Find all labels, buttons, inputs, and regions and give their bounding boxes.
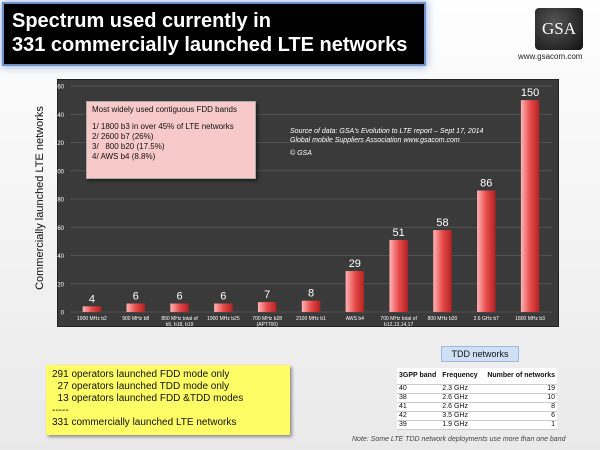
bar <box>433 230 452 312</box>
tdd-table: 3GPP band Frequency Number of networks 4… <box>397 368 557 430</box>
gsa-logo: GSA <box>535 8 583 50</box>
y-tick-label: 20 <box>57 282 64 288</box>
infobox-heading: Most widely used contiguous FDD bands <box>92 105 237 114</box>
tdd-footnote: Note: Some LTE TDD network deployments u… <box>352 436 566 443</box>
data-label: 58 <box>436 217 448 229</box>
x-tick-label: b5, b18, b19 <box>166 322 194 328</box>
tdd-frequency: 2.6 GHz <box>440 402 482 412</box>
table-row: 40 2.3 GHz 19 <box>397 384 557 394</box>
data-label: 7 <box>264 289 270 301</box>
tdd-band: 39 <box>397 420 441 430</box>
tdd-count: 19 <box>481 384 557 394</box>
x-tick-label: 1800 MHz b3 <box>515 316 545 322</box>
bar <box>82 306 102 312</box>
source-line-1: Source of data: GSA's Evolution to LTE r… <box>290 128 484 135</box>
bar <box>345 271 365 312</box>
data-label: 29 <box>349 258 361 270</box>
table-row: 42 3.5 GHz 6 <box>397 411 557 421</box>
infobox-item: 2/ 2600 b7 (26%) <box>92 132 154 141</box>
tdd-header-band: 3GPP band <box>397 368 441 385</box>
x-tick-label: b12,13,14,17 <box>384 322 413 328</box>
x-tick-label: (APT700) <box>256 322 278 328</box>
tdd-band: 40 <box>397 384 441 394</box>
data-label: 150 <box>521 87 539 99</box>
summary-line: 13 operators launched FDD &TDD modes <box>52 393 244 404</box>
tdd-count: 10 <box>481 393 557 403</box>
bar <box>214 303 233 312</box>
y-tick-label: 0 <box>61 311 65 317</box>
table-row: 39 1.9 GHz 1 <box>397 420 557 430</box>
x-tick-label: 700 MHz b28 <box>252 316 282 322</box>
summary-line: ----- <box>52 405 69 416</box>
bar <box>520 100 540 312</box>
x-tick-label: 900 MHz b8 <box>122 316 149 322</box>
source-note: Source of data: GSA's Evolution to LTE r… <box>290 127 483 158</box>
summary-line: 291 operators launched FDD mode only <box>52 369 230 380</box>
data-label: 6 <box>176 291 182 303</box>
bar-chart: 0 20 40 60 80 100 120 140 160 4 1900 MHz b2 6 900 MH… <box>54 85 552 328</box>
tdd-networks-title: TDD networks <box>441 346 519 362</box>
y-tick-label: 160 <box>54 85 65 91</box>
tdd-count: 8 <box>481 402 557 412</box>
x-tick-label: 700 MHz total of <box>380 316 417 322</box>
y-tick-label: 60 <box>57 226 64 232</box>
infobox-item: 1/ 1800 b3 in over 45% of LTE networks <box>92 122 234 131</box>
x-tick-label: 1900 MHz b2 <box>77 316 107 322</box>
bar <box>301 300 321 312</box>
fdd-bands-infobox: Most widely used contiguous FDD bands 1/… <box>86 101 256 179</box>
x-tick-label: 800 MHz b20 <box>428 316 458 322</box>
y-tick-label: 140 <box>54 113 65 119</box>
data-label: 6 <box>220 291 226 303</box>
data-label: 86 <box>480 178 492 190</box>
tdd-band: 41 <box>397 402 441 412</box>
x-tick-label: 2.6 GHz b7 <box>474 316 500 322</box>
data-label: 4 <box>89 293 95 305</box>
title-box: Spectrum used currently in 331 commercia… <box>4 4 424 64</box>
bar <box>126 303 145 312</box>
tdd-header-frequency: Frequency <box>440 368 482 385</box>
operator-summary-box: 291 operators launched FDD mode only 27 … <box>46 365 290 435</box>
table-row: 38 2.6 GHz 10 <box>397 393 557 403</box>
y-tick-label: 120 <box>54 141 65 147</box>
source-line-2: Global mobile Suppliers Association www.… <box>290 137 460 144</box>
summary-line: 27 operators launched TDD mode only <box>52 381 230 392</box>
bar <box>389 239 408 312</box>
tdd-count: 1 <box>481 420 557 430</box>
bar <box>170 303 189 312</box>
tdd-frequency: 3.5 GHz <box>440 411 482 421</box>
tdd-count: 6 <box>481 411 557 421</box>
data-label: 8 <box>308 288 314 300</box>
tdd-frequency: 2.3 GHz <box>440 384 482 394</box>
y-tick-label: 40 <box>57 254 64 260</box>
tdd-header-count: Number of networks <box>481 368 557 385</box>
infobox-item: 4/ AWS b4 (8.8%) <box>92 152 156 161</box>
x-tick-label: AWS b4 <box>346 316 364 322</box>
tdd-header-row: 3GPP band Frequency Number of networks <box>397 368 557 385</box>
website-link[interactable]: www.gsacom.com <box>518 52 583 61</box>
bar <box>257 302 277 312</box>
copyright: © GSA <box>290 150 312 157</box>
tdd-band: 38 <box>397 393 441 403</box>
title-line-2: 331 commercially launched LTE networks <box>12 34 408 56</box>
table-row: 41 2.6 GHz 8 <box>397 402 557 412</box>
y-tick-label: 100 <box>54 169 65 175</box>
tdd-frequency: 2.6 GHz <box>440 393 482 403</box>
infobox-item: 3/ 800 b20 (17.5%) <box>92 142 165 151</box>
x-tick-label: 1900 MHz b25 <box>207 316 240 322</box>
data-label: 51 <box>393 227 405 239</box>
title-line-1: Spectrum used currently in <box>12 10 271 32</box>
tdd-band: 42 <box>397 411 441 421</box>
x-tick-label: 850 MHz total of <box>161 316 198 322</box>
y-tick-label: 80 <box>57 198 64 204</box>
data-label: 6 <box>133 291 139 303</box>
summary-line: 331 commercially launched LTE networks <box>52 417 237 428</box>
x-tick-label: 2100 MHz b1 <box>296 316 326 322</box>
bar <box>477 190 496 312</box>
tdd-frequency: 1.9 GHz <box>440 420 482 430</box>
